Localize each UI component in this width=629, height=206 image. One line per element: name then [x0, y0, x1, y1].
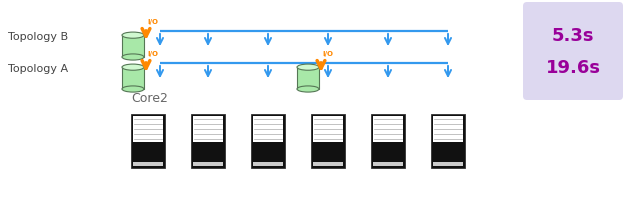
Bar: [133, 116, 163, 142]
Bar: [122, 36, 144, 58]
FancyBboxPatch shape: [311, 115, 345, 168]
Bar: [433, 162, 463, 166]
Text: Core2: Core2: [131, 91, 168, 104]
Bar: [433, 116, 463, 142]
Text: I/O: I/O: [147, 19, 158, 25]
FancyBboxPatch shape: [131, 115, 165, 168]
Bar: [313, 162, 343, 166]
Text: 5.3s: 5.3s: [552, 27, 594, 45]
Bar: [253, 162, 283, 166]
Ellipse shape: [122, 55, 144, 61]
Ellipse shape: [297, 65, 319, 71]
FancyBboxPatch shape: [191, 115, 225, 168]
Ellipse shape: [122, 65, 144, 71]
FancyBboxPatch shape: [431, 115, 465, 168]
Bar: [122, 68, 144, 90]
Text: 19.6s: 19.6s: [545, 59, 601, 77]
Bar: [297, 68, 319, 90]
Text: Topology B: Topology B: [8, 32, 68, 42]
Bar: [313, 116, 343, 142]
Ellipse shape: [297, 87, 319, 93]
Bar: [193, 116, 223, 142]
Ellipse shape: [122, 33, 144, 39]
Bar: [193, 162, 223, 166]
Bar: [373, 162, 403, 166]
Text: I/O: I/O: [322, 51, 333, 57]
Bar: [133, 162, 163, 166]
FancyBboxPatch shape: [251, 115, 285, 168]
Text: Topology A: Topology A: [8, 64, 68, 74]
FancyBboxPatch shape: [371, 115, 405, 168]
Text: I/O: I/O: [147, 51, 158, 57]
Bar: [253, 116, 283, 142]
Bar: [373, 116, 403, 142]
FancyBboxPatch shape: [523, 3, 623, 101]
Ellipse shape: [122, 87, 144, 93]
